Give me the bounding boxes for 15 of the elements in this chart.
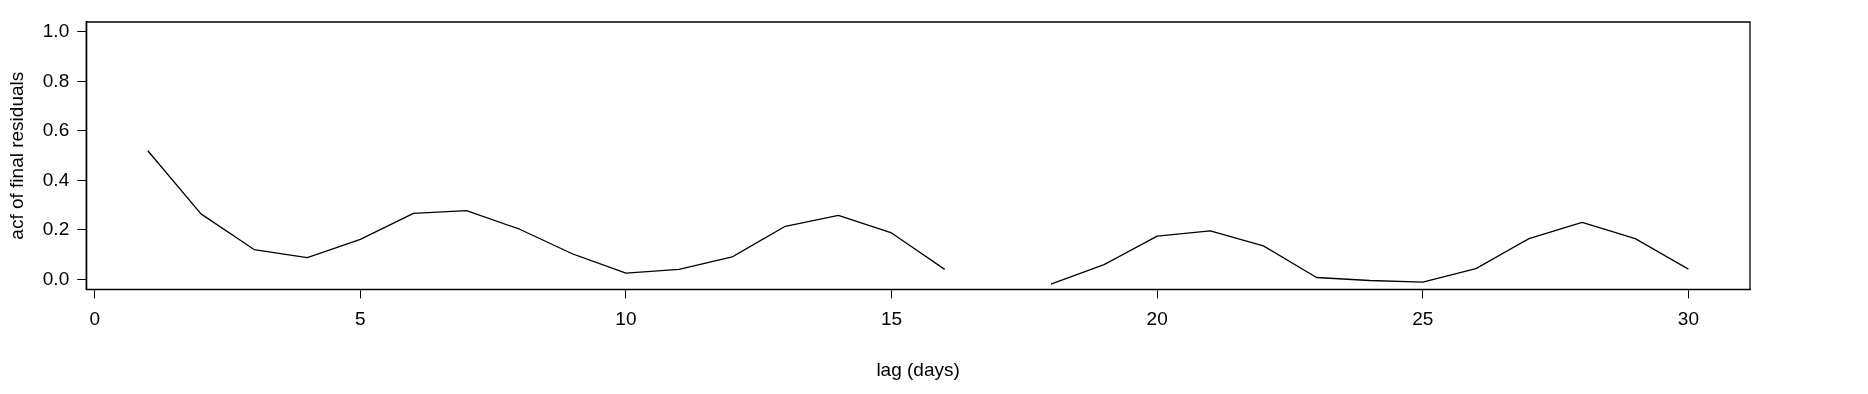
x-axis-title: lag (days) [876, 358, 960, 380]
y-tick-label: 0.4 [42, 168, 70, 190]
y-tick-label: 0.8 [42, 69, 70, 91]
x-tick-label: 10 [615, 308, 637, 330]
y-axis-title: acf of final residuals [5, 71, 27, 240]
x-tick-label: 20 [1146, 308, 1168, 330]
y-tick-label: 0.6 [42, 119, 70, 141]
x-tick-label: 5 [355, 308, 366, 330]
y-tick-label: 1.0 [42, 20, 70, 42]
y-tick-label: 0.0 [42, 267, 70, 289]
x-tick-label: 25 [1412, 308, 1434, 330]
x-tick-label: 30 [1677, 308, 1699, 330]
y-tick-label: 0.2 [42, 218, 70, 240]
x-tick-label: 0 [89, 308, 100, 330]
x-tick-label: 15 [880, 308, 903, 330]
